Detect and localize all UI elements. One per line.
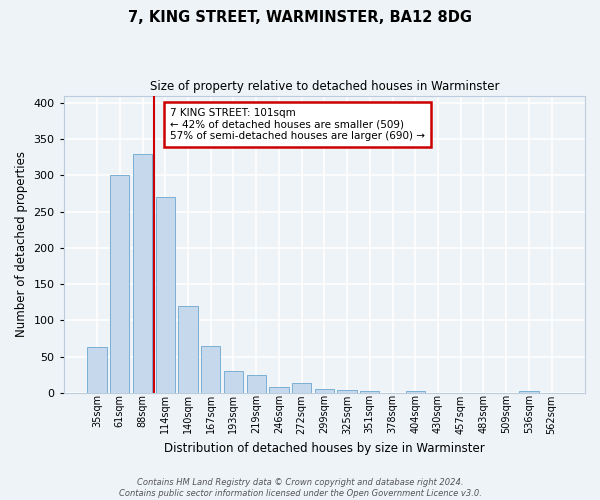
Bar [201, 346, 220, 393]
Bar [292, 384, 311, 393]
Bar [178, 306, 197, 393]
Bar [314, 389, 334, 393]
Bar [224, 371, 243, 393]
Y-axis label: Number of detached properties: Number of detached properties [15, 151, 28, 337]
Bar [360, 392, 379, 393]
Bar [155, 197, 175, 393]
X-axis label: Distribution of detached houses by size in Warminster: Distribution of detached houses by size … [164, 442, 485, 455]
Bar [337, 390, 357, 393]
Bar [269, 387, 289, 393]
Text: 7 KING STREET: 101sqm
← 42% of detached houses are smaller (509)
57% of semi-det: 7 KING STREET: 101sqm ← 42% of detached … [170, 108, 425, 141]
Bar [406, 392, 425, 393]
Text: 7, KING STREET, WARMINSTER, BA12 8DG: 7, KING STREET, WARMINSTER, BA12 8DG [128, 10, 472, 25]
Bar [110, 176, 130, 393]
Bar [247, 374, 266, 393]
Bar [88, 347, 107, 393]
Bar [519, 392, 539, 393]
Title: Size of property relative to detached houses in Warminster: Size of property relative to detached ho… [149, 80, 499, 93]
Text: Contains HM Land Registry data © Crown copyright and database right 2024.
Contai: Contains HM Land Registry data © Crown c… [119, 478, 481, 498]
Bar [133, 154, 152, 393]
